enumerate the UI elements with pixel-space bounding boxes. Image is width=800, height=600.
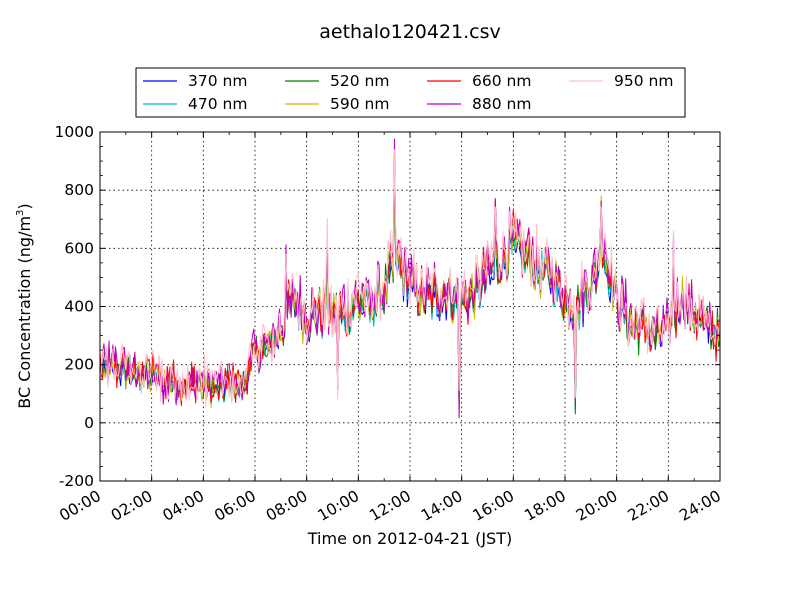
series-lines xyxy=(99,138,721,419)
x-axis-label: Time on 2012-04-21 (JST) xyxy=(307,529,512,548)
legend-label: 660 nm xyxy=(472,72,531,90)
legend-box xyxy=(135,67,686,118)
y-tick-labels: -200 0 200 400 600 800 1000 xyxy=(55,123,94,490)
plot-background xyxy=(100,132,720,481)
y-axis-label: BC Concentration (ng/m3) xyxy=(15,203,34,408)
legend-label: 470 nm xyxy=(188,95,247,113)
y-tick-label: -200 xyxy=(59,472,94,490)
y-tick-label: 200 xyxy=(64,356,94,374)
legend-label: 590 nm xyxy=(330,95,389,113)
legend-label: 370 nm xyxy=(188,72,247,90)
plot-area xyxy=(99,131,721,482)
y-tick-label: 1000 xyxy=(55,123,94,141)
y-tick-label: 0 xyxy=(84,414,94,432)
legend: 370 nm 470 nm 520 nm 590 nm 660 nm 880 nm 950 … xyxy=(135,67,686,118)
y-tick-label: 400 xyxy=(64,298,94,316)
legend-label: 950 nm xyxy=(614,72,673,90)
legend-label: 880 nm xyxy=(472,95,531,113)
y-tick-label: 600 xyxy=(64,239,94,257)
series-line-950-nm xyxy=(99,149,721,408)
y-tick-label: 800 xyxy=(64,181,94,199)
chart-title: aethalo120421.csv xyxy=(319,21,501,43)
legend-label: 520 nm xyxy=(330,72,389,90)
axis-ticks xyxy=(99,131,721,482)
